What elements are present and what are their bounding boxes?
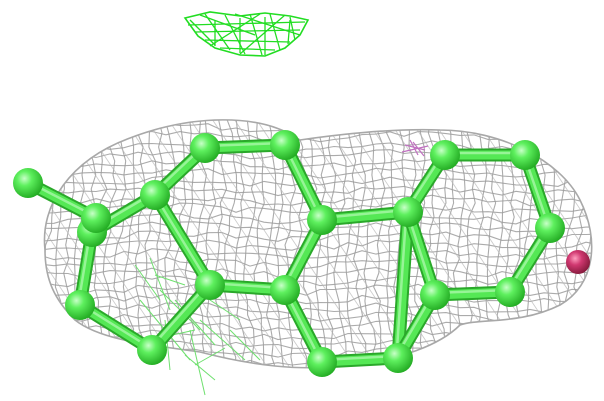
atom-sphere xyxy=(270,130,300,160)
atom-sphere xyxy=(420,280,450,310)
atom-sphere xyxy=(65,290,95,320)
molecule-atoms xyxy=(13,130,590,377)
atom-sphere xyxy=(393,197,423,227)
top-density-fragment xyxy=(183,11,310,57)
atom-sphere xyxy=(195,270,225,300)
atom-sphere xyxy=(270,275,300,305)
atom-sphere xyxy=(13,168,43,198)
atom-sphere xyxy=(535,213,565,243)
atom-sphere xyxy=(510,140,540,170)
atom-sphere xyxy=(140,180,170,210)
atom-sphere xyxy=(307,205,337,235)
atom-sphere xyxy=(190,133,220,163)
heteroatom-sphere xyxy=(566,250,590,274)
atom-sphere xyxy=(137,335,167,365)
atom-sphere xyxy=(81,203,111,233)
atom-sphere xyxy=(383,343,413,373)
minor-density-fragment xyxy=(401,139,429,157)
atom-sphere xyxy=(430,140,460,170)
atom-sphere xyxy=(307,347,337,377)
atom-sphere xyxy=(495,277,525,307)
